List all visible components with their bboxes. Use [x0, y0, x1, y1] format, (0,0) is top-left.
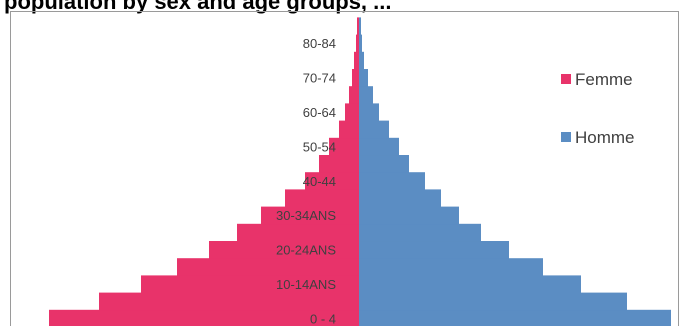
bars-group: [49, 17, 671, 326]
category-label-70-74: 70-74: [303, 71, 336, 86]
legend-swatch-femme: [561, 74, 571, 84]
bar-homme-30-34ans: [359, 206, 459, 225]
bar-femme-80-84: [356, 34, 359, 53]
bar-femme-65-69: [349, 86, 359, 104]
bar-homme-80-84: [359, 34, 362, 53]
bar-femme-60-64: [345, 103, 359, 121]
bar-femme-15-19: [177, 258, 359, 276]
bar-homme-15-19: [359, 258, 543, 276]
bar-femme-40-44: [305, 172, 359, 190]
category-label-10-14ans: 10-14ANS: [276, 277, 336, 292]
bar-femme-85: [357, 17, 359, 35]
bar-homme-35-39: [359, 189, 441, 207]
chart-title-fragment: population by sex and age groups, ...: [4, 0, 392, 14]
category-label-20-24ans: 20-24ANS: [276, 243, 336, 258]
bar-homme-85: [359, 17, 361, 35]
bar-femme-75-79: [354, 51, 359, 70]
bar-homme-45-49: [359, 155, 409, 173]
legend-swatch-homme: [561, 132, 571, 142]
bar-homme-70-74: [359, 69, 368, 87]
category-labels: 0 - 4 10-14ANS 20-24ANS 30-34ANS 40-44 50-54 6…: [276, 36, 336, 326]
bar-homme-5-9: [359, 292, 627, 311]
category-label-50-54: 50-54: [303, 139, 336, 154]
category-label-80-84: 80-84: [303, 36, 336, 51]
bar-homme-0-4: [359, 309, 671, 326]
bar-femme-35-39: [285, 189, 359, 207]
bar-homme-40-44: [359, 172, 425, 190]
bar-homme-10-14ans: [359, 275, 581, 293]
bar-femme-45-49: [319, 155, 359, 173]
legend: Femme Homme: [561, 70, 635, 147]
bar-homme-20-24ans: [359, 241, 509, 259]
category-label-60-64: 60-64: [303, 105, 336, 120]
legend-label-homme: Homme: [575, 128, 635, 147]
bar-femme-20-24ans: [209, 241, 359, 259]
bar-homme-50-54: [359, 137, 399, 156]
bar-femme-25-29: [237, 223, 359, 242]
bar-femme-30-34ans: [261, 206, 359, 225]
bar-femme-55-59: [339, 120, 359, 139]
bar-femme-5-9: [99, 292, 359, 311]
bar-homme-55-59: [359, 120, 389, 139]
bar-femme-70-74: [352, 69, 359, 87]
plot-frame: [10, 11, 679, 326]
category-label-0-4: 0 - 4: [310, 311, 336, 326]
bar-femme-50-54: [329, 137, 359, 156]
category-label-30-34ans: 30-34ANS: [276, 208, 336, 223]
bar-homme-60-64: [359, 103, 379, 121]
legend-label-femme: Femme: [575, 70, 633, 89]
bar-femme-10-14ans: [141, 275, 359, 293]
bar-femme-0-4: [49, 309, 359, 326]
bar-homme-75-79: [359, 51, 364, 70]
bar-homme-65-69: [359, 86, 373, 104]
bar-homme-25-29: [359, 223, 481, 242]
category-label-40-44: 40-44: [303, 174, 336, 189]
